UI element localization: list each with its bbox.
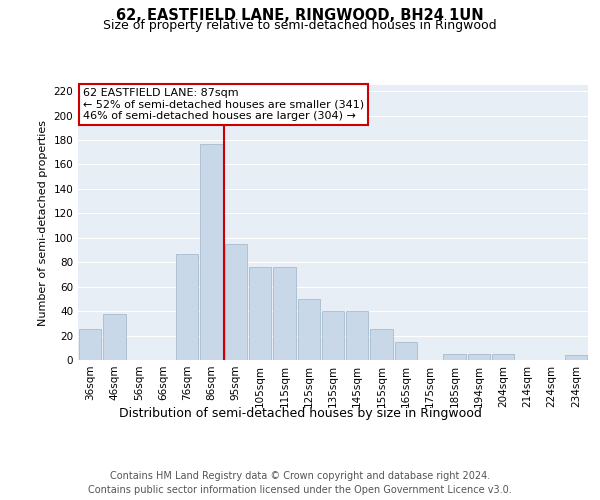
Text: Size of property relative to semi-detached houses in Ringwood: Size of property relative to semi-detach… (103, 19, 497, 32)
Text: Contains HM Land Registry data © Crown copyright and database right 2024.
Contai: Contains HM Land Registry data © Crown c… (88, 471, 512, 495)
Bar (492, 354, 514, 360)
Bar (103, 314, 125, 360)
Bar (467, 354, 490, 360)
Bar (346, 311, 368, 360)
Bar (322, 311, 344, 360)
Bar (298, 299, 320, 360)
Bar (176, 254, 199, 360)
Bar (565, 355, 587, 360)
Bar (370, 330, 393, 360)
Bar (224, 244, 247, 360)
Text: 62, EASTFIELD LANE, RINGWOOD, BH24 1UN: 62, EASTFIELD LANE, RINGWOOD, BH24 1UN (116, 8, 484, 22)
Y-axis label: Number of semi-detached properties: Number of semi-detached properties (38, 120, 48, 326)
Bar (200, 144, 223, 360)
Text: 62 EASTFIELD LANE: 87sqm
← 52% of semi-detached houses are smaller (341)
46% of : 62 EASTFIELD LANE: 87sqm ← 52% of semi-d… (83, 88, 364, 121)
Bar (443, 354, 466, 360)
Bar (395, 342, 417, 360)
Text: Distribution of semi-detached houses by size in Ringwood: Distribution of semi-detached houses by … (119, 408, 481, 420)
Bar (273, 267, 296, 360)
Bar (79, 330, 101, 360)
Bar (249, 267, 271, 360)
